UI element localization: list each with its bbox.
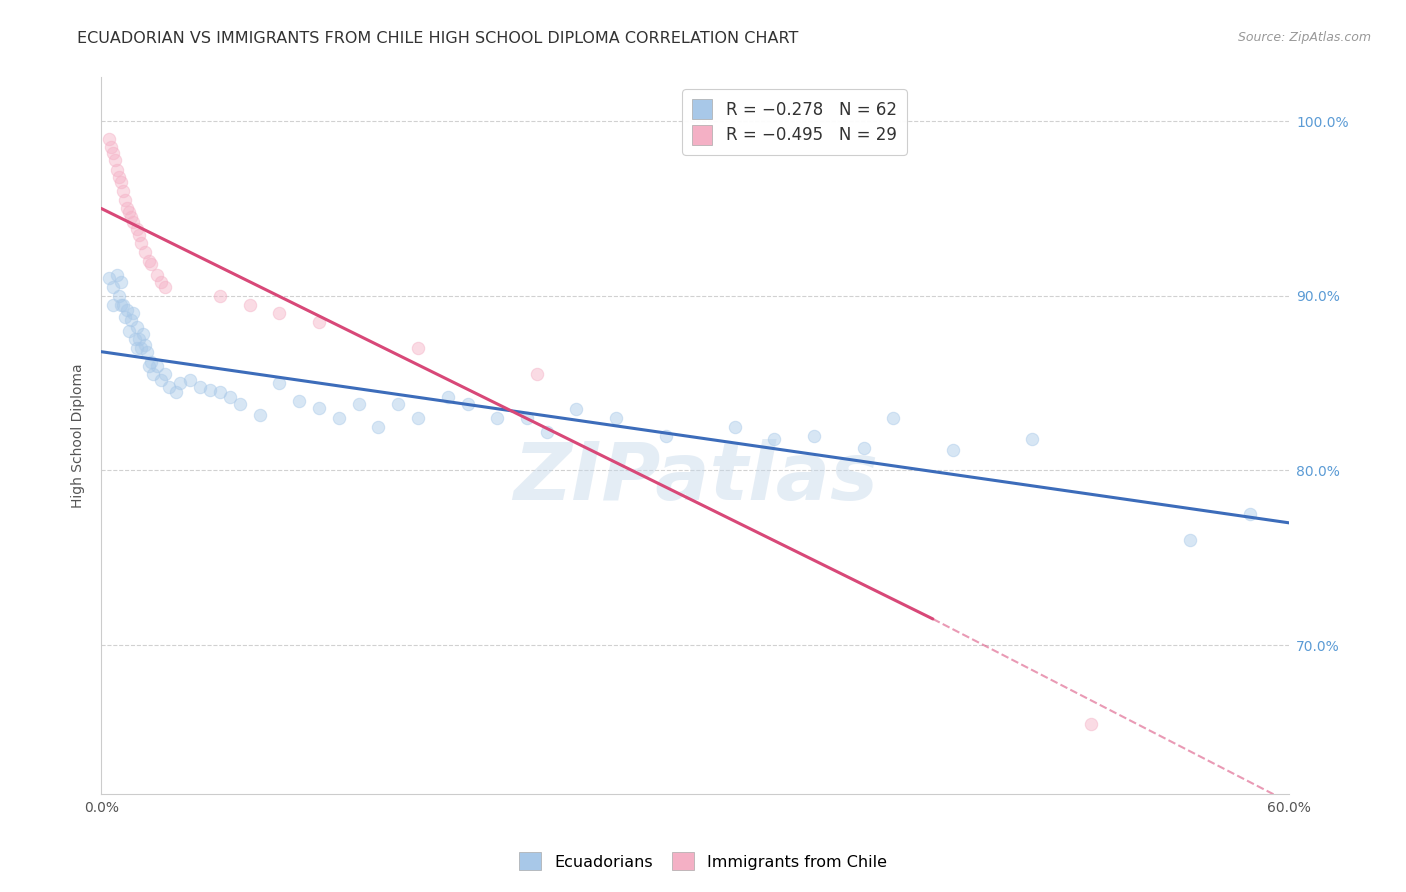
Point [145,268,167,282]
Point [98,271,121,285]
Point [145,359,167,373]
Point [110,175,132,189]
Point [101,145,124,160]
Point [125,320,148,334]
Point [166,384,188,399]
Point [269,376,291,391]
Point [269,306,291,320]
Point [129,341,152,355]
Point [110,297,132,311]
Point [118,324,141,338]
Point [120,210,142,224]
Point [1021,432,1043,446]
Point [942,442,965,457]
Point [198,383,221,397]
Point [135,344,157,359]
Point [114,193,136,207]
Point [328,411,350,425]
Point [763,432,786,446]
Point [122,306,145,320]
Point [288,393,311,408]
Point [138,253,160,268]
Point [118,205,141,219]
Point [157,379,180,393]
Point [249,408,271,422]
Point [101,297,124,311]
Point [239,297,262,311]
Point [105,268,128,282]
Point [153,368,176,382]
Legend: Ecuadorians, Immigrants from Chile: Ecuadorians, Immigrants from Chile [513,846,893,877]
Point [882,411,904,425]
Point [516,411,538,425]
Point [565,402,588,417]
Point [111,297,134,311]
Point [110,275,132,289]
Point [208,384,231,399]
Point [605,411,627,425]
Point [308,401,330,415]
Point [367,419,389,434]
Point [1180,533,1202,548]
Point [114,310,136,324]
Point [526,368,548,382]
Legend: R = −0.278   N = 62, R = −0.495   N = 29: R = −0.278 N = 62, R = −0.495 N = 29 [682,89,907,154]
Point [169,376,191,391]
Point [111,184,134,198]
Point [128,333,150,347]
Point [134,245,156,260]
Point [436,390,458,404]
Point [536,425,558,439]
Text: Source: ZipAtlas.com: Source: ZipAtlas.com [1237,31,1371,45]
Point [132,327,155,342]
Point [120,313,142,327]
Point [122,215,145,229]
Point [115,302,138,317]
Point [188,379,211,393]
Point [134,337,156,351]
Point [153,280,176,294]
Point [108,289,131,303]
Point [129,236,152,251]
Point [406,341,429,355]
Point [724,419,747,434]
Point [128,227,150,242]
Point [347,397,370,411]
Point [406,411,429,425]
Point [125,222,148,236]
Point [125,341,148,355]
Point [149,373,172,387]
Y-axis label: High School Diploma: High School Diploma [72,363,86,508]
Point [308,315,330,329]
Point [852,441,875,455]
Point [486,411,509,425]
Point [98,131,121,145]
Point [138,359,160,373]
Point [115,202,138,216]
Point [229,397,252,411]
Point [108,169,131,184]
Text: ECUADORIAN VS IMMIGRANTS FROM CHILE HIGH SCHOOL DIPLOMA CORRELATION CHART: ECUADORIAN VS IMMIGRANTS FROM CHILE HIGH… [77,31,799,46]
Point [149,275,172,289]
Point [654,428,676,442]
Point [457,397,479,411]
Point [179,373,201,387]
Text: ZIPatlas: ZIPatlas [513,440,877,517]
Point [1239,507,1261,521]
Point [105,163,128,178]
Point [100,140,122,154]
Point [104,153,127,167]
Point [139,257,162,271]
Point [142,368,165,382]
Point [803,428,825,442]
Point [387,397,409,411]
Point [208,289,231,303]
Point [219,390,242,404]
Point [1080,716,1102,731]
Point [101,280,124,294]
Point [139,355,162,369]
Point [124,333,146,347]
